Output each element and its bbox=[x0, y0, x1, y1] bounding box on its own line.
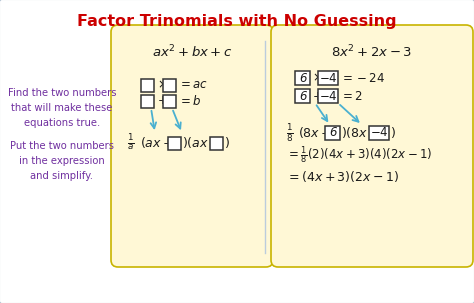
Text: Put the two numbers
in the expression
and simplify.: Put the two numbers in the expression an… bbox=[10, 141, 114, 181]
Text: $)$: $)$ bbox=[390, 125, 396, 141]
Bar bbox=[142, 95, 155, 108]
Bar bbox=[164, 95, 176, 108]
Text: $-4$: $-4$ bbox=[319, 72, 337, 85]
Text: $ax^2 + bx + c$: $ax^2 + bx + c$ bbox=[152, 44, 232, 60]
Text: $+$: $+$ bbox=[157, 95, 168, 108]
FancyBboxPatch shape bbox=[271, 25, 473, 267]
Bar bbox=[168, 136, 182, 149]
Text: $8x^2 + 2x - 3$: $8x^2 + 2x - 3$ bbox=[331, 44, 413, 60]
Bar bbox=[210, 136, 224, 149]
Bar bbox=[318, 71, 338, 85]
Text: $= -24$: $= -24$ bbox=[340, 72, 385, 85]
Text: $-4$: $-4$ bbox=[370, 126, 388, 139]
Text: 6: 6 bbox=[299, 72, 307, 85]
Text: $\frac{1}{8}$: $\frac{1}{8}$ bbox=[286, 122, 293, 144]
FancyBboxPatch shape bbox=[111, 25, 273, 267]
Text: 6: 6 bbox=[299, 89, 307, 102]
Text: $= 2$: $= 2$ bbox=[340, 89, 363, 102]
Text: $\times$: $\times$ bbox=[312, 72, 322, 85]
Text: $=(4x+3)(2x-1)$: $=(4x+3)(2x-1)$ bbox=[286, 169, 399, 185]
Text: $=\frac{1}{8}(2)(4x+3)(4)(2x-1)$: $=\frac{1}{8}(2)(4x+3)(4)(2x-1)$ bbox=[286, 144, 432, 166]
Text: $\frac{1}{a}$: $\frac{1}{a}$ bbox=[127, 133, 135, 153]
Text: Find the two numbers
that will make these
equations true.: Find the two numbers that will make thes… bbox=[8, 88, 116, 128]
Text: $= b$: $= b$ bbox=[178, 94, 201, 108]
Text: Factor Trinomials with No Guessing: Factor Trinomials with No Guessing bbox=[77, 14, 397, 29]
Bar bbox=[164, 78, 176, 92]
Text: $+$: $+$ bbox=[312, 89, 323, 102]
Bar bbox=[295, 89, 310, 103]
Bar bbox=[295, 71, 310, 85]
Text: $(ax+$: $(ax+$ bbox=[140, 135, 173, 151]
Text: $= ac$: $= ac$ bbox=[178, 78, 208, 92]
Text: 6: 6 bbox=[329, 126, 337, 139]
Text: $(8x+$: $(8x+$ bbox=[298, 125, 332, 141]
Bar bbox=[142, 78, 155, 92]
Bar bbox=[369, 126, 389, 140]
Bar bbox=[326, 126, 340, 140]
Text: $-4$: $-4$ bbox=[319, 89, 337, 102]
Text: $)(ax+$: $)(ax+$ bbox=[182, 135, 220, 151]
Text: $)$: $)$ bbox=[224, 135, 230, 151]
Text: $)(8x+$: $)(8x+$ bbox=[341, 125, 380, 141]
Text: $\times$: $\times$ bbox=[157, 78, 167, 92]
Bar bbox=[318, 89, 338, 103]
